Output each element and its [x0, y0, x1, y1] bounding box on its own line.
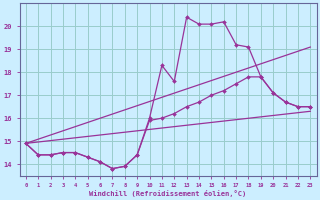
X-axis label: Windchill (Refroidissement éolien,°C): Windchill (Refroidissement éolien,°C): [90, 190, 247, 197]
